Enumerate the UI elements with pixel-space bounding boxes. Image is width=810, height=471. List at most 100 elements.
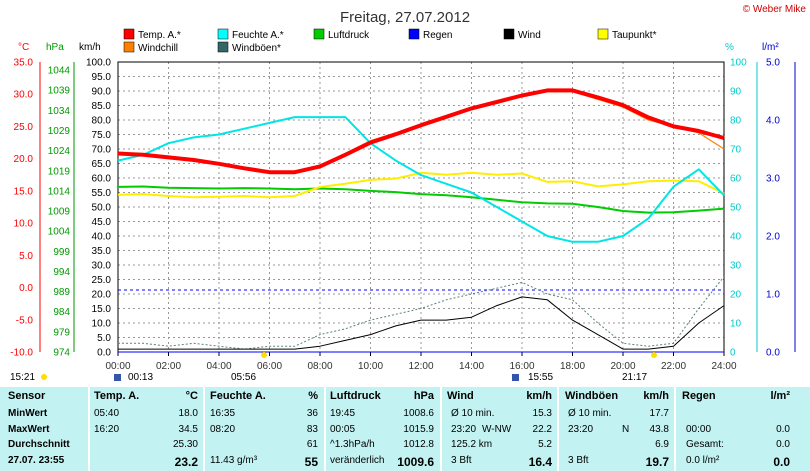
stats-wind-value: 16.4 — [528, 454, 552, 469]
wind-tick-label: 95.0 — [92, 72, 112, 83]
legend-label: Regen — [423, 30, 452, 41]
stats-rain-value: 0.0 — [773, 454, 790, 469]
series-line-windb-en — [118, 276, 725, 350]
wind-tick-label: 25.0 — [92, 275, 112, 286]
legend-swatch — [597, 28, 609, 40]
legend-label: Taupunkt* — [612, 30, 657, 41]
humidity-tick-label: 20 — [730, 290, 742, 301]
time-marker-label: 00:13 — [128, 372, 153, 383]
pressure-tick-label: 1004 — [48, 227, 71, 238]
rain-tick-label: 1.0 — [766, 290, 780, 301]
rain-tick-label: 4.0 — [766, 116, 780, 127]
humidity-tick-label: 10 — [730, 319, 742, 330]
stats-temp-value: 34.5 — [178, 423, 198, 435]
humidity-tick-label: 100 — [730, 58, 747, 69]
stats-separator — [557, 387, 559, 471]
temp-tick-label: 5.0 — [19, 251, 33, 262]
pressure-tick-label: 1034 — [48, 106, 71, 117]
stats-row-label: Durchschnitt — [8, 439, 70, 450]
stats-header-rain: Regen — [682, 390, 716, 402]
legend-label: Luftdruck — [328, 30, 370, 41]
stats-wind-b: W-NW — [482, 423, 512, 435]
humidity-tick-label: 50 — [730, 203, 742, 214]
wind-tick-label: 20.0 — [92, 290, 112, 301]
temp-tick-label: -10.0 — [10, 348, 33, 359]
stats-separator — [88, 387, 90, 471]
humidity-tick-label: 80 — [730, 116, 742, 127]
axes: 00:00 02:00 04:00 06:00 08:00 10:00 12:00 14:00… — [10, 42, 796, 372]
wind-tick-label: 75.0 — [92, 130, 112, 141]
stats-pressure-value: 1008.6 — [403, 408, 434, 419]
rain-tick-label: 3.0 — [766, 174, 780, 185]
stats-rain-value: 0.0 — [776, 439, 790, 450]
stats-header-temp: Temp. A. — [94, 390, 140, 402]
legend-label: Windböen* — [232, 43, 281, 54]
x-tick-label: 22:00 — [661, 361, 686, 372]
series-line-temp-a — [117, 88, 725, 175]
stats-gust-value: 17.7 — [649, 408, 669, 419]
stats-gust-a: 3 Bft — [568, 454, 589, 466]
stats-gust-a: 23:20 — [568, 423, 594, 435]
legend-swatch — [217, 28, 229, 40]
wind-tick-label: 35.0 — [92, 246, 112, 257]
rain-tick-label: 0.0 — [766, 348, 780, 359]
stats-gust-value: 6.9 — [655, 439, 669, 450]
stats-separator — [324, 387, 326, 471]
stats-wind-value: 5.2 — [538, 439, 552, 450]
pressure-tick-label: 999 — [53, 247, 70, 258]
stats-rain-a: Gesamt: — [686, 439, 724, 450]
wind-tick-label: 0.0 — [97, 348, 111, 359]
pressure-tick-label: 979 — [53, 327, 70, 338]
grid — [118, 62, 724, 352]
humidity-tick-label: 90 — [730, 87, 742, 98]
pressure-tick-label: 1019 — [48, 166, 71, 177]
series — [117, 88, 725, 353]
stats-temp-value: 18.0 — [178, 408, 198, 419]
pressure-tick-label: 1014 — [48, 186, 71, 197]
legend-swatch — [123, 28, 135, 40]
legend-swatch — [217, 41, 229, 53]
x-tick-label: 18:00 — [560, 361, 585, 372]
time-marker-label: 21:17 — [622, 372, 647, 383]
wind-tick-label: 70.0 — [92, 145, 112, 156]
stats-wind-value: 22.2 — [532, 423, 552, 435]
stats-header-sensor: Sensor — [8, 390, 46, 402]
pressure-tick-label: 1044 — [48, 66, 71, 77]
pressure-tick-label: 989 — [53, 287, 70, 298]
series-line-taupunkt — [117, 171, 725, 199]
humidity-unit: % — [725, 42, 734, 53]
stats-gust-a: Ø 10 min. — [568, 408, 612, 419]
x-tick-label: 12:00 — [408, 361, 433, 372]
series-line-feuchte-a — [117, 116, 725, 243]
stats-row-label: 27.07. 23:55 — [8, 454, 65, 466]
stats-pressure-time: veränderlich — [330, 454, 385, 466]
wind-tick-label: 10.0 — [92, 319, 112, 330]
stats-pressure-time: ^1.3hPa/h — [330, 439, 375, 450]
stats-pressure-time: 19:45 — [330, 408, 356, 419]
stats-header-pressure: Luftdruck — [330, 390, 381, 402]
humidity-tick-label: 0 — [730, 348, 736, 359]
pressure-tick-label: 1039 — [48, 86, 71, 97]
series-line-wind — [118, 296, 725, 350]
wind-tick-label: 30.0 — [92, 261, 112, 272]
stats-wind-a: 125.2 km — [451, 439, 493, 450]
legend-label: Temp. A.* — [138, 30, 181, 41]
moon-icon — [512, 374, 519, 381]
legend-swatch — [313, 28, 325, 40]
x-tick-label: 06:00 — [257, 361, 282, 372]
wind-tick-label: 50.0 — [92, 203, 112, 214]
stats-wind-a: Ø 10 min. — [451, 408, 495, 419]
stats-header-pressure-unit: hPa — [413, 390, 434, 402]
stats-wind-value: 15.3 — [532, 408, 552, 419]
stats-header-rain-unit: l/m² — [770, 390, 790, 402]
humidity-tick-label: 30 — [730, 261, 742, 272]
pressure-tick-label: 1024 — [48, 146, 71, 157]
stats-header-temp-unit: °C — [185, 390, 198, 402]
wind-tick-label: 90.0 — [92, 87, 112, 98]
x-tick-label: 20:00 — [610, 361, 635, 372]
stats-humidity-time: 16:35 — [210, 408, 236, 419]
temp-unit: °C — [18, 42, 29, 53]
rain-tick-label: 5.0 — [766, 58, 780, 69]
stats-pressure-value: 1015.9 — [403, 423, 434, 435]
rain-tick-label: 2.0 — [766, 232, 780, 243]
